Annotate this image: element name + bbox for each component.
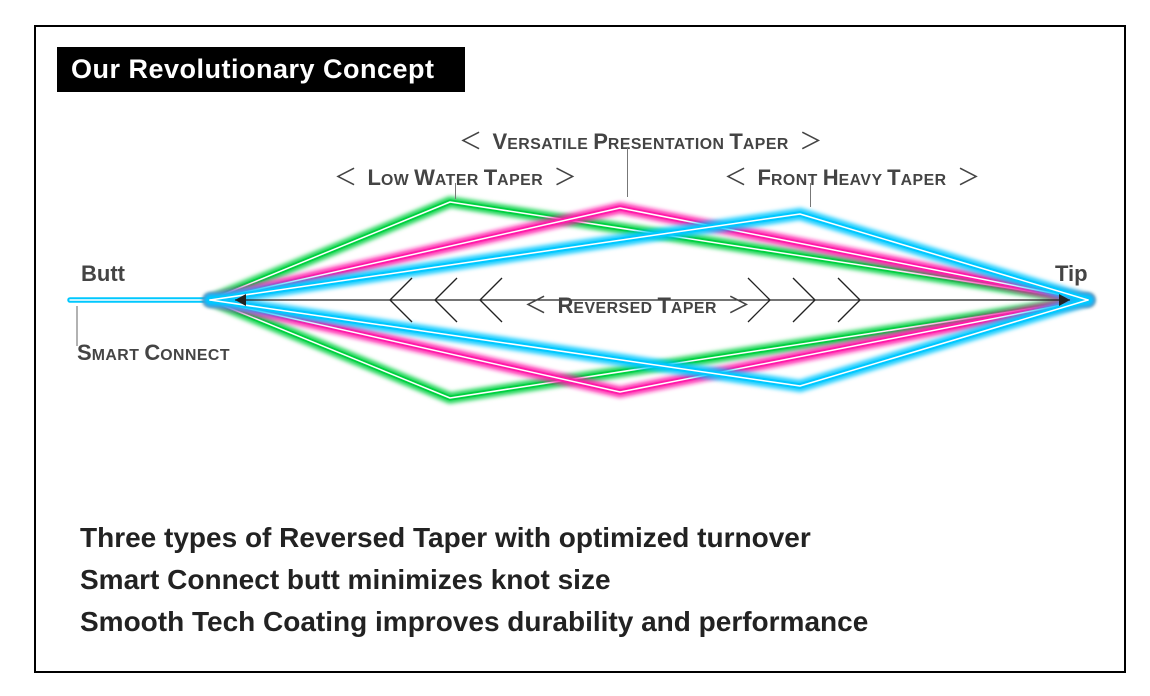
label-front-heavy-taper: ＜ FRONT HEAVY TAPER ＞ [720,158,984,192]
label-butt: Butt [81,261,125,287]
tick-versatile [627,147,628,197]
label-versatile-presentation-taper: ＜ VERSATILE PRESENTATION TAPER ＞ [455,122,826,156]
label-tip: Tip [1055,261,1088,287]
bullet-line-3: Smooth Tech Coating improves durability … [80,606,868,638]
label-smart-connect: SMART CONNECT [77,340,230,366]
tick-front-heavy [810,183,811,207]
infographic-canvas: Our Revolutionary Concept ＜ LOW WATER TA… [0,0,1150,696]
label-reversed-taper: ＜ REVERSED TAPER ＞ [520,286,754,320]
bullet-line-1: Three types of Reversed Taper with optim… [80,522,811,554]
bullet-line-2: Smart Connect butt minimizes knot size [80,564,611,596]
tick-low-water [455,183,456,199]
